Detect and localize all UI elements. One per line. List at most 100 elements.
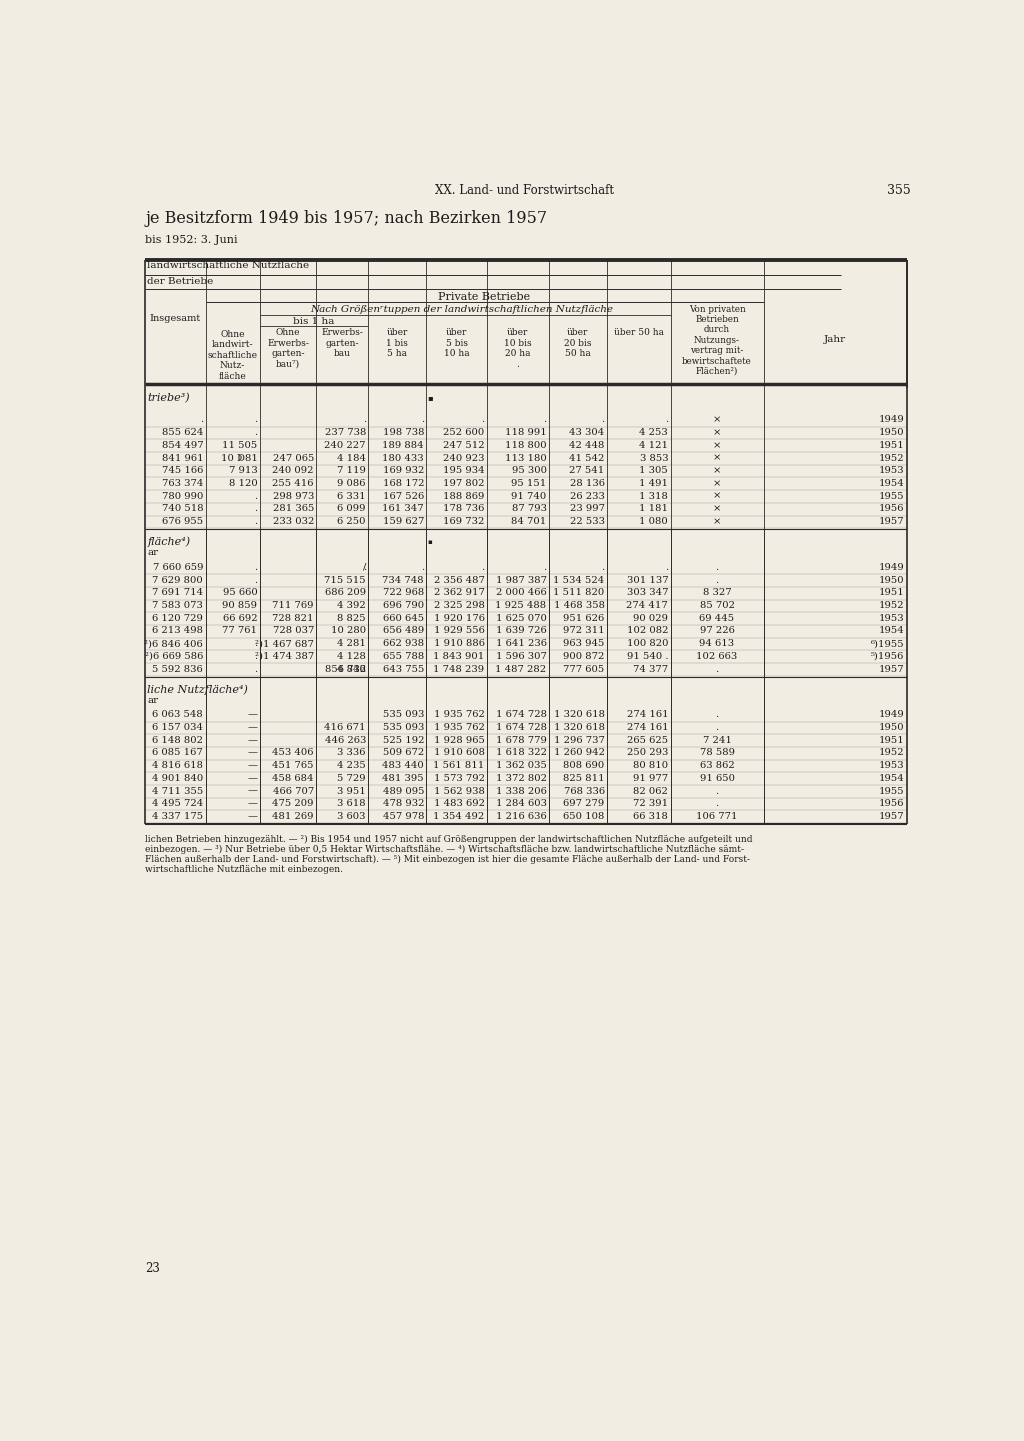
Text: 1954: 1954 [879,627,904,635]
Text: 525 192: 525 192 [383,736,424,745]
Text: 355: 355 [887,183,910,197]
Text: ▪: ▪ [427,393,433,402]
Text: 711 769: 711 769 [272,601,314,610]
Text: 728 037: 728 037 [272,627,314,635]
Text: 734 748: 734 748 [382,575,424,585]
Text: 6 148 802: 6 148 802 [153,736,203,745]
Text: Ohne
landwirt-
schaftliche
Nutz-
fläche: Ohne landwirt- schaftliche Nutz- fläche [208,330,258,380]
Text: 841 961: 841 961 [162,454,203,463]
Text: 23: 23 [145,1262,160,1275]
Text: 66 318: 66 318 [633,813,669,821]
Text: 10 280: 10 280 [331,627,366,635]
Text: 1 910 608: 1 910 608 [433,748,484,758]
Text: über
1 bis
5 ha: über 1 bis 5 ha [386,329,409,359]
Text: 90 859: 90 859 [222,601,257,610]
Text: 1 320 618: 1 320 618 [554,710,604,719]
Text: 4 253: 4 253 [639,428,669,437]
Text: .: . [481,415,484,425]
Text: .: . [716,800,719,808]
Text: 4 901 840: 4 901 840 [152,774,203,782]
Text: 854 497: 854 497 [162,441,203,450]
Text: 686 209: 686 209 [325,588,366,598]
Text: 1 491: 1 491 [639,478,669,488]
Text: .: . [716,563,719,572]
Text: 1 843 901: 1 843 901 [433,651,484,661]
Text: 1 561 811: 1 561 811 [433,761,484,769]
Text: 82 062: 82 062 [633,787,669,795]
Text: —: — [248,748,257,758]
Text: 1 318: 1 318 [639,491,669,500]
Text: 2 362 917: 2 362 917 [433,588,484,598]
Text: 1 362 035: 1 362 035 [496,761,547,769]
Text: Ohne
Erwerbs-
garten-
bau⁷): Ohne Erwerbs- garten- bau⁷) [267,329,309,369]
Text: über 50 ha: über 50 ha [613,329,664,337]
Text: 97 226: 97 226 [699,627,734,635]
Text: 9 086: 9 086 [338,478,366,488]
Text: .: . [421,415,424,425]
Text: 1949: 1949 [879,563,904,572]
Text: ²)1 467 687: ²)1 467 687 [255,640,314,648]
Text: 8 327: 8 327 [702,588,731,598]
Text: 168 172: 168 172 [383,478,424,488]
Text: 2 000 466: 2 000 466 [496,588,547,598]
Text: 7 241: 7 241 [702,736,731,745]
Text: —: — [248,723,257,732]
Text: 43 304: 43 304 [569,428,604,437]
Text: 197 802: 197 802 [443,478,484,488]
Text: einbezogen. — ³) Nur Betriebe über 0,5 Hektar Wirtschaftsflähe. — ⁴) Wirtschafts: einbezogen. — ³) Nur Betriebe über 0,5 H… [145,844,744,855]
Text: 1 080: 1 080 [639,517,669,526]
Text: 6 120 729: 6 120 729 [153,614,203,623]
Text: .: . [254,664,257,673]
Text: ×: × [713,504,721,513]
Text: 274 161: 274 161 [627,710,669,719]
Text: 7 660 659: 7 660 659 [153,563,203,572]
Text: 1956: 1956 [879,504,904,513]
Text: 118 800: 118 800 [505,441,547,450]
Text: 963 945: 963 945 [563,640,604,648]
Text: 416 671: 416 671 [325,723,366,732]
Text: .: . [601,415,604,425]
Text: 4 281: 4 281 [337,640,366,648]
Text: 265 625: 265 625 [627,736,669,745]
Text: .: . [254,428,257,437]
Text: 1 320 618: 1 320 618 [554,723,604,732]
Text: 4 392: 4 392 [337,601,366,610]
Text: 1955: 1955 [879,491,904,500]
Text: 1956: 1956 [879,800,904,808]
Text: .: . [254,517,257,526]
Text: 10 ↁ81: 10 ↁ81 [220,454,257,463]
Text: 247 065: 247 065 [272,454,314,463]
Text: der Betriebe: der Betriebe [147,277,214,285]
Text: 1 674 728: 1 674 728 [496,723,547,732]
Text: 722 968: 722 968 [383,588,424,598]
Text: 6 157 034: 6 157 034 [153,723,203,732]
Text: ²)6 669 586: ²)6 669 586 [144,651,203,661]
Text: 167 526: 167 526 [383,491,424,500]
Text: 481 395: 481 395 [382,774,424,782]
Text: 94 613: 94 613 [699,640,734,648]
Text: 255 416: 255 416 [272,478,314,488]
Text: 1 468 358: 1 468 358 [554,601,604,610]
Text: 1952: 1952 [879,748,904,758]
Text: 91 650: 91 650 [699,774,734,782]
Text: 1 511 820: 1 511 820 [553,588,604,598]
Text: 169 932: 169 932 [383,467,424,476]
Text: .: . [544,415,547,425]
Text: .: . [716,787,719,795]
Text: .: . [254,415,257,425]
Text: 697 279: 697 279 [563,800,604,808]
Text: ×: × [713,441,721,450]
Text: —: — [248,787,257,795]
Text: —: — [248,774,257,782]
Text: 7 913: 7 913 [228,467,257,476]
Text: Erwerbs-
garten-
bau: Erwerbs- garten- bau [322,329,364,359]
Text: 745 166: 745 166 [162,467,203,476]
Text: 11 505: 11 505 [222,441,257,450]
Text: 856 732: 856 732 [325,664,366,673]
Text: .: . [716,723,719,732]
Text: 4 711 355: 4 711 355 [152,787,203,795]
Text: 5 592 836: 5 592 836 [153,664,203,673]
Text: 660 645: 660 645 [383,614,424,623]
Text: 102 082: 102 082 [627,627,669,635]
Text: .: . [254,640,257,648]
